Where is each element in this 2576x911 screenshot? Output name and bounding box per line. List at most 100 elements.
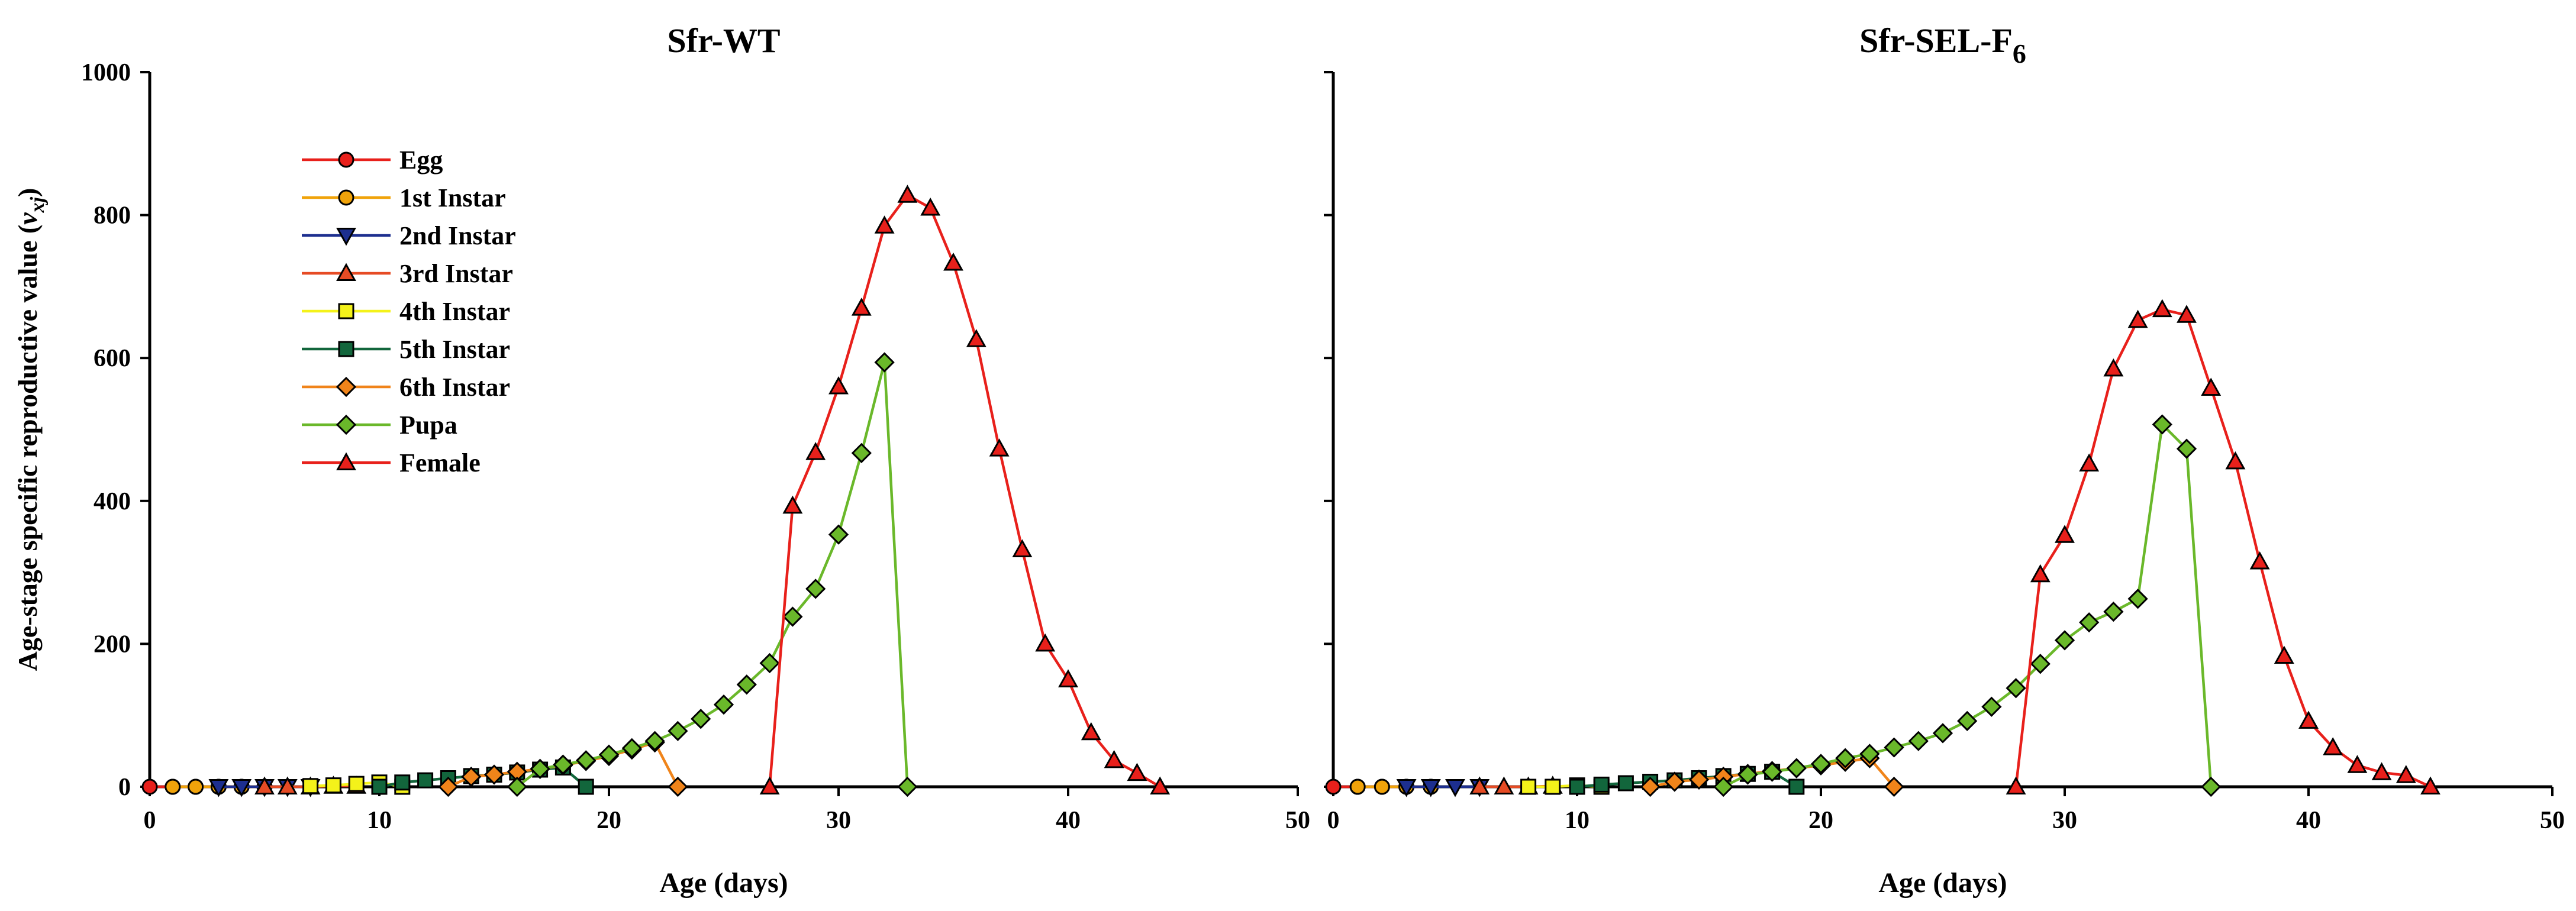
legend-marker-6th-instar — [336, 376, 357, 398]
y-axis-label-text: Age-stage specific reproductive value ( — [12, 225, 43, 671]
y-axis-label-close: ) — [12, 188, 43, 197]
data-point-female — [828, 376, 849, 395]
y-axis-label-subscript: xj — [27, 196, 49, 213]
series-female — [759, 185, 1171, 795]
data-point-female — [2323, 737, 2343, 755]
data-point-egg — [141, 778, 158, 795]
series-line-female — [2014, 308, 2431, 789]
data-point-pupa — [2176, 438, 2197, 459]
data-point-pupa — [1884, 737, 1904, 758]
data-point-female — [897, 185, 918, 203]
data-point-5th-instar — [1569, 778, 1585, 795]
x-tick-label: 40 — [1056, 807, 1081, 834]
y-axis-label-symbol: v — [12, 212, 43, 225]
data-point-female — [989, 438, 1010, 457]
data-point-female — [1104, 750, 1124, 768]
data-point-pupa — [553, 754, 573, 775]
data-point-female — [2347, 755, 2368, 773]
data-point-pupa — [1737, 764, 1758, 785]
data-point-pupa — [1981, 696, 2002, 717]
series-pupa — [1713, 414, 2222, 797]
data-point-pupa — [507, 776, 527, 797]
data-point-4th-instar — [1545, 778, 1561, 795]
data-point-pupa — [576, 750, 597, 771]
legend-label-5th-instar: 5th Instar — [399, 335, 510, 364]
data-point-female — [2371, 762, 2392, 780]
series-pupa — [507, 352, 918, 797]
data-point-pupa — [2201, 776, 2222, 797]
x-tick-label: 0 — [1327, 807, 1340, 834]
data-point-pupa — [759, 652, 780, 674]
data-point-female — [2006, 776, 2026, 795]
data-point-pupa — [1762, 761, 1782, 782]
chart-panel-2: Sfr-SEL-F6 0 10 20 30 40 50 Age (days) — [1324, 21, 2565, 899]
data-point-female — [1012, 539, 1033, 557]
x-tick-label: 30 — [826, 807, 851, 834]
data-point-2nd-instar — [1420, 778, 1441, 797]
data-point-pupa — [2103, 601, 2124, 622]
data-point-female — [2396, 765, 2416, 783]
data-point-pupa — [668, 721, 688, 741]
data-point-female — [2055, 525, 2075, 543]
data-point-4th-instar — [1520, 778, 1537, 795]
data-point-pupa — [805, 579, 826, 599]
data-point-female — [2420, 776, 2440, 795]
y-tick-label: 200 — [94, 631, 131, 658]
data-point-female — [2298, 710, 2319, 729]
legend-label-4th-instar: 4th Instar — [399, 297, 510, 326]
data-point-female — [2030, 564, 2051, 583]
data-point-female — [2274, 645, 2294, 664]
data-point-female — [2249, 551, 2270, 570]
x-tick-label: 20 — [597, 807, 621, 834]
data-point-6th-instar — [1664, 771, 1685, 792]
series-line-female — [768, 193, 1161, 788]
data-point-female — [1127, 763, 1147, 781]
data-point-female — [759, 776, 780, 795]
x-tick-label: 40 — [2296, 807, 2321, 834]
data-point-1st-instar — [1374, 778, 1390, 795]
data-point-5th-instar — [394, 774, 411, 791]
data-point-female — [943, 253, 963, 271]
data-point-female — [1081, 722, 1101, 741]
data-point-pupa — [736, 674, 757, 695]
x-tick-label: 10 — [1565, 807, 1590, 834]
data-point-6th-instar — [461, 766, 482, 787]
data-point-female — [2177, 305, 2197, 323]
legend-label-pupa: Pupa — [399, 411, 457, 440]
data-point-2nd-instar — [1445, 778, 1465, 797]
data-point-pupa — [782, 606, 803, 627]
data-point-pupa — [598, 744, 620, 765]
data-point-5th-instar — [578, 778, 594, 795]
data-point-female — [920, 198, 941, 216]
data-point-pupa — [1932, 723, 1953, 744]
data-point-pupa — [851, 442, 872, 463]
data-point-3rd-instar — [1494, 776, 1514, 795]
legend-label-2nd-instar: 2nd Instar — [399, 221, 516, 250]
data-point-6th-instar — [1640, 776, 1661, 797]
data-point-pupa — [1810, 754, 1832, 774]
data-point-5th-instar — [1788, 778, 1805, 795]
data-point-pupa — [530, 758, 550, 779]
data-point-pupa — [1957, 710, 1978, 731]
data-point-female — [2127, 309, 2148, 328]
data-point-2nd-instar — [208, 778, 229, 797]
data-point-female — [2201, 377, 2222, 396]
data-point-female — [1035, 633, 1056, 652]
y-tick-label: 600 — [94, 345, 131, 372]
x-tick-label: 30 — [2052, 807, 2077, 834]
y-tick-label: 1000 — [81, 59, 131, 86]
legend-marker-1st-instar — [338, 189, 354, 206]
legend-label-1st-instar: 1st Instar — [399, 183, 506, 212]
data-point-4th-instar — [348, 776, 365, 792]
chart-legend: Egg 1st Instar 2nd Instar 3rd Instar 4th Ins… — [302, 146, 516, 477]
data-point-5th-instar — [371, 778, 388, 795]
chart-title-subscript: 6 — [2013, 38, 2026, 69]
x-tick-label: 10 — [367, 807, 392, 834]
data-point-female — [874, 215, 895, 234]
legend-marker-4th-instar — [338, 303, 354, 319]
y-tick-label: 0 — [118, 774, 131, 801]
data-point-6th-instar — [483, 764, 505, 785]
data-point-pupa — [2152, 414, 2172, 435]
